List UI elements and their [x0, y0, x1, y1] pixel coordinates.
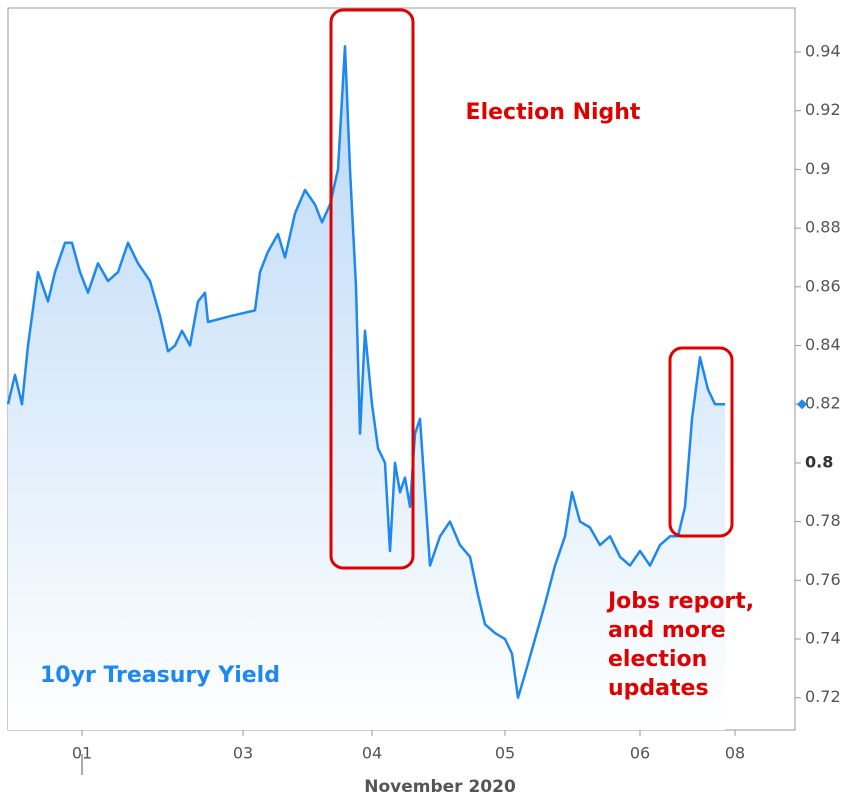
x-tick-label: 03	[233, 744, 253, 763]
x-axis-label: November 2020	[364, 777, 516, 797]
y-tick-label: 0.72	[805, 687, 841, 706]
annotation: Jobs report, and more election updates	[606, 589, 754, 701]
annotation: Election Night	[466, 100, 641, 125]
y-tick-label: 0.9	[805, 159, 830, 178]
line	[6, 44, 725, 699]
area	[8, 46, 725, 730]
x-tick-label: 08	[725, 744, 745, 763]
annotation-line: election	[608, 647, 707, 672]
y-tick-label: 0.84	[805, 335, 841, 354]
y-tick-label: 0.94	[805, 42, 841, 61]
x-tick-label: 05	[495, 744, 515, 763]
highlight-box	[668, 346, 734, 538]
x-tick-label: 06	[630, 744, 650, 763]
y-tick-label: 0.76	[805, 570, 841, 589]
y-tick-label: 0.86	[805, 276, 841, 295]
last-value-marker	[797, 399, 807, 410]
y-tick-label: 0.74	[805, 629, 841, 648]
annotation-line: Jobs report,	[606, 589, 754, 614]
plot-area	[6, 44, 725, 730]
annotation-line: and more	[608, 618, 726, 643]
series-label: 10yr Treasury Yield	[40, 663, 280, 688]
y-tick-label: 0.92	[805, 100, 841, 119]
highlight-box	[329, 8, 415, 570]
y-tick-label: 0.78	[805, 511, 841, 530]
annotation-line: updates	[608, 676, 709, 701]
x-tick-label: 04	[362, 744, 382, 763]
y-tick-label: 0.88	[805, 218, 841, 237]
x-tick-label: 01	[72, 744, 92, 763]
y-tick-label: 0.82	[805, 394, 841, 413]
y-tick-label: 0.8	[805, 452, 833, 471]
